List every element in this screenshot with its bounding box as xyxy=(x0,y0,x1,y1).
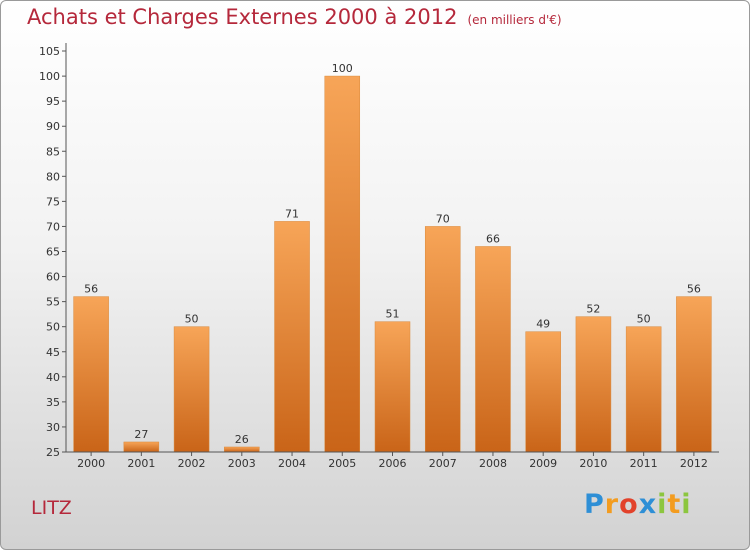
x-tick-label-2008: 2008 xyxy=(479,457,507,470)
x-tick-label-2007: 2007 xyxy=(429,457,457,470)
data-label-2005: 100 xyxy=(332,62,353,75)
bar-2010 xyxy=(575,316,612,453)
data-label-2011: 50 xyxy=(637,313,651,326)
y-tick-label-55: 55 xyxy=(46,296,60,309)
y-tick-label-60: 60 xyxy=(46,271,60,284)
data-label-2004: 71 xyxy=(285,207,299,220)
axes-group: 2000 2001 2002 2003 2004 2005 2006 2007 2008 2009… xyxy=(39,43,719,470)
bars-group: 56 27 50 26 71 100 51 70 66 49 52 50 56 xyxy=(73,62,712,453)
y-tick-label-85: 85 xyxy=(46,145,60,158)
bar-2012 xyxy=(676,296,712,453)
proxiti-logo[interactable]: Proxiti xyxy=(584,489,692,520)
y-tick-label-25: 25 xyxy=(46,446,60,459)
y-tick-label-35: 35 xyxy=(46,396,60,409)
data-label-2007: 70 xyxy=(436,212,450,225)
bar-2007 xyxy=(424,226,461,453)
logo-letter: P xyxy=(584,489,605,520)
logo-letter: i xyxy=(681,489,692,520)
bar-2011 xyxy=(625,326,662,453)
y-tick-label-65: 65 xyxy=(46,246,60,259)
bar-2008 xyxy=(475,246,511,453)
data-label-2006: 51 xyxy=(386,308,400,321)
y-tick-label-100: 100 xyxy=(39,70,60,83)
bar-2002 xyxy=(173,326,210,453)
data-label-2009: 49 xyxy=(536,318,550,331)
logo-letter: x xyxy=(638,489,658,520)
bar-2006 xyxy=(374,321,411,453)
x-tick-label-2009: 2009 xyxy=(529,457,557,470)
x-tick-label-2005: 2005 xyxy=(328,457,356,470)
y-tick-label-40: 40 xyxy=(46,371,60,384)
x-tick-label-2006: 2006 xyxy=(379,457,407,470)
bar-2003 xyxy=(224,446,260,453)
y-tick-label-50: 50 xyxy=(46,321,60,334)
x-tick-label-2003: 2003 xyxy=(228,457,256,470)
bar-2004 xyxy=(274,221,310,453)
y-tick-label-80: 80 xyxy=(46,170,60,183)
logo-letter: t xyxy=(667,489,682,520)
y-tick-label-75: 75 xyxy=(46,195,60,208)
bar-2005 xyxy=(324,75,361,453)
y-tick-label-45: 45 xyxy=(46,346,60,359)
logo-letter: i xyxy=(657,489,668,520)
location-label: LITZ xyxy=(31,497,72,519)
x-tick-label-2012: 2012 xyxy=(680,457,708,470)
data-label-2003: 26 xyxy=(235,433,249,446)
y-tick-label-70: 70 xyxy=(46,220,60,233)
data-label-2000: 56 xyxy=(84,283,98,296)
x-tick-label-2011: 2011 xyxy=(630,457,658,470)
data-label-2002: 50 xyxy=(185,313,199,326)
bar-2000 xyxy=(73,296,109,453)
chart-title-block: Achats et Charges Externes 2000 à 2012 (e… xyxy=(27,5,562,29)
chart-subtitle: (en milliers d'€) xyxy=(467,13,562,27)
bar-2009 xyxy=(525,331,561,453)
logo-letter: r xyxy=(604,489,620,520)
data-label-2010: 52 xyxy=(586,303,600,316)
bar-2001 xyxy=(123,441,160,453)
x-tick-label-2000: 2000 xyxy=(77,457,105,470)
data-label-2001: 27 xyxy=(134,428,148,441)
y-tick-label-30: 30 xyxy=(46,421,60,434)
y-tick-label-90: 90 xyxy=(46,120,60,133)
data-label-2008: 66 xyxy=(486,232,500,245)
logo-letter: o xyxy=(619,489,639,520)
y-tick-label-105: 105 xyxy=(39,45,60,58)
chart-title: Achats et Charges Externes 2000 à 2012 xyxy=(27,5,458,29)
x-tick-label-2002: 2002 xyxy=(178,457,206,470)
x-tick-label-2004: 2004 xyxy=(278,457,306,470)
x-tick-label-2010: 2010 xyxy=(579,457,607,470)
x-tick-label-2001: 2001 xyxy=(127,457,155,470)
data-label-2012: 56 xyxy=(687,283,701,296)
y-tick-label-95: 95 xyxy=(46,95,60,108)
